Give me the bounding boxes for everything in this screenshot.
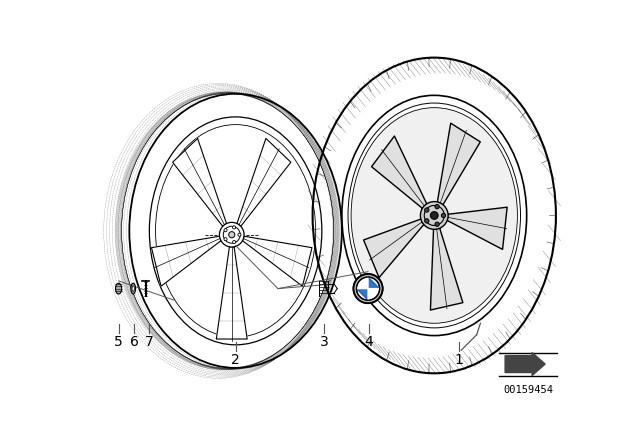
- Ellipse shape: [131, 283, 136, 294]
- Ellipse shape: [442, 213, 445, 218]
- Polygon shape: [447, 207, 507, 250]
- Ellipse shape: [220, 222, 244, 247]
- Ellipse shape: [435, 222, 439, 226]
- Text: 1: 1: [454, 353, 463, 366]
- Ellipse shape: [232, 226, 236, 229]
- Ellipse shape: [353, 274, 383, 303]
- Ellipse shape: [224, 228, 227, 232]
- Text: 3: 3: [320, 335, 328, 349]
- Polygon shape: [216, 247, 247, 339]
- Ellipse shape: [420, 202, 448, 229]
- Ellipse shape: [435, 205, 439, 209]
- Ellipse shape: [224, 238, 227, 241]
- Polygon shape: [356, 277, 368, 289]
- Ellipse shape: [228, 232, 235, 238]
- Polygon shape: [237, 138, 291, 226]
- Polygon shape: [437, 123, 480, 205]
- Polygon shape: [356, 289, 368, 300]
- Polygon shape: [364, 219, 424, 278]
- Ellipse shape: [238, 233, 241, 236]
- Polygon shape: [368, 277, 380, 289]
- Text: 7: 7: [145, 335, 154, 349]
- Ellipse shape: [424, 219, 429, 223]
- Text: 4: 4: [364, 335, 373, 349]
- Polygon shape: [431, 228, 463, 310]
- Ellipse shape: [232, 241, 236, 244]
- Text: 00159454: 00159454: [503, 385, 553, 395]
- Polygon shape: [152, 236, 221, 286]
- Ellipse shape: [132, 286, 134, 291]
- Text: 6: 6: [129, 335, 138, 349]
- Text: 5: 5: [114, 335, 123, 349]
- Polygon shape: [368, 289, 380, 300]
- Ellipse shape: [424, 208, 429, 212]
- Polygon shape: [173, 138, 227, 226]
- Ellipse shape: [351, 108, 517, 323]
- Polygon shape: [372, 136, 427, 208]
- Polygon shape: [243, 236, 312, 286]
- Polygon shape: [505, 353, 545, 375]
- Ellipse shape: [115, 283, 122, 294]
- Ellipse shape: [356, 277, 380, 300]
- Ellipse shape: [431, 211, 438, 220]
- Text: 2: 2: [231, 353, 240, 366]
